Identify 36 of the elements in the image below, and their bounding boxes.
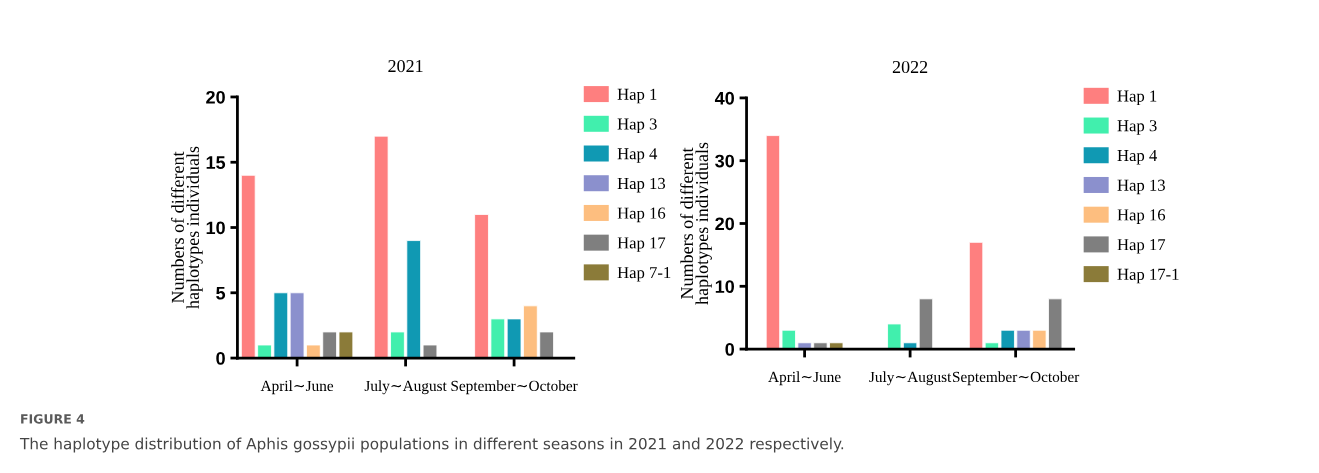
x-tick-label: July∼August	[869, 371, 952, 386]
x-tick-label: April∼June	[768, 371, 841, 386]
y-tick-label: 40	[714, 91, 735, 105]
chart-title: 2021	[388, 59, 423, 73]
legend-label: Hap 17-1	[1117, 268, 1179, 284]
legend-label: Hap 4	[617, 148, 658, 163]
caption: FIGURE 4	[21, 414, 85, 424]
y-tick-label: 20	[715, 217, 735, 231]
legend-label: Hap 7-1	[617, 267, 671, 282]
y-tick-label: 10	[715, 280, 735, 293]
legend-label: Hap 16	[1117, 209, 1166, 224]
y-tick-label: 5	[216, 286, 226, 300]
y-tick-label: 0	[725, 343, 735, 356]
legend-label: Hap 1	[1117, 90, 1157, 106]
y-tick-label: 10	[206, 221, 225, 235]
x-tick-label: September∼October	[952, 371, 1080, 386]
legend-label: Hap 16	[617, 207, 666, 223]
legend-label: Hap 13	[1117, 179, 1165, 195]
x-tick-label: September∼October	[451, 380, 578, 395]
chart-title: 2022	[892, 60, 928, 74]
legend-label: Hap 17	[617, 237, 666, 252]
x-tick-label: July∼August	[364, 380, 447, 395]
legend-label: Hap 13	[617, 177, 666, 193]
legend-label: Hap 3	[1117, 120, 1157, 135]
x-tick-label: April∼June	[260, 380, 334, 395]
y-tick-label: 15	[206, 156, 226, 169]
y-tick-label: 20	[206, 90, 225, 104]
y-axis-title: Numbers of different haplotypes individuals	[680, 142, 712, 305]
y-tick-label: 30	[715, 154, 735, 168]
legend-label: Hap 1	[617, 88, 657, 104]
legend-label: Hap 4	[1117, 149, 1158, 165]
text: The haplotype distribution of Aphis gossypii populations in different seasons in 2021 and 2022 respectively.	[19, 437, 844, 453]
legend-label: Hap 17	[1117, 239, 1166, 254]
y-axis-title: Numbers of different haplotypes individuals	[171, 146, 203, 309]
legend-label: Hap 3	[617, 118, 657, 134]
y-tick-label: 0	[216, 352, 225, 365]
